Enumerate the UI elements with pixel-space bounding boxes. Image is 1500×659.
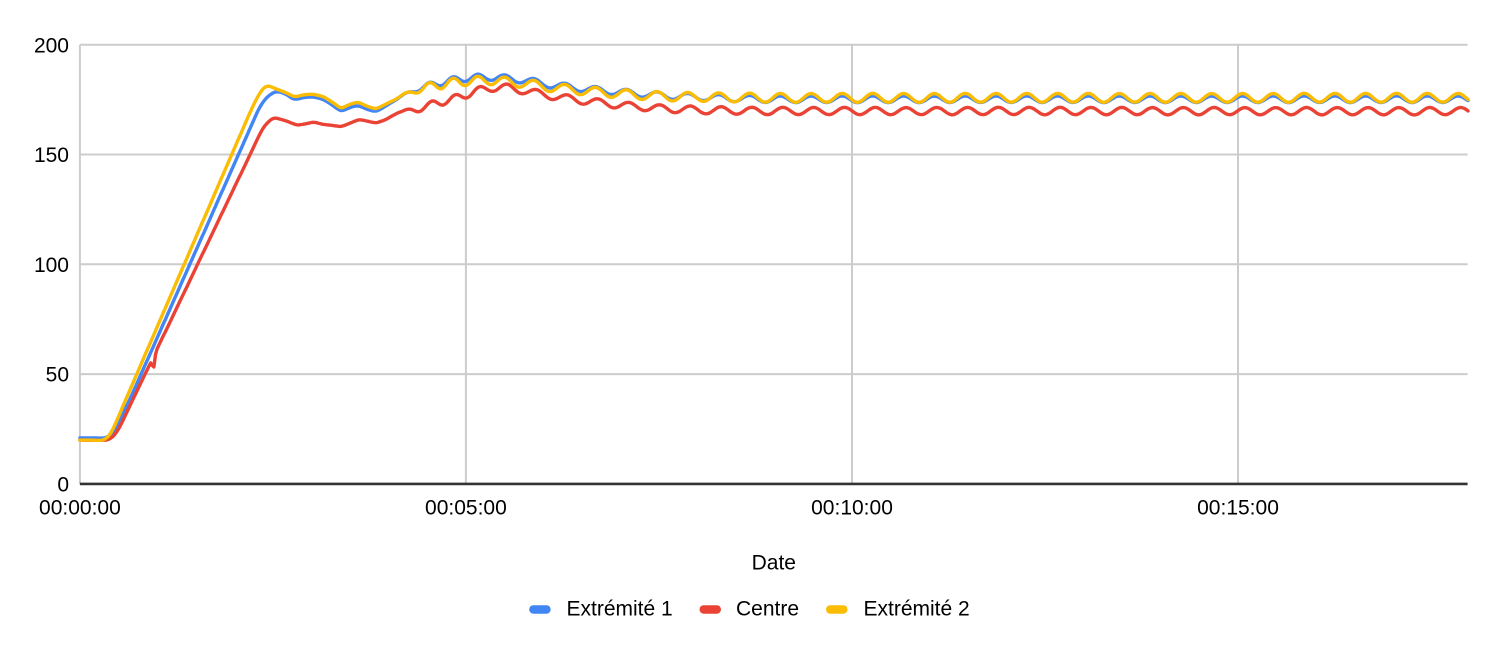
svg-text:00:05:00: 00:05:00 bbox=[425, 497, 507, 520]
svg-text:200: 200 bbox=[34, 34, 69, 57]
svg-text:150: 150 bbox=[34, 144, 69, 167]
svg-text:100: 100 bbox=[34, 254, 69, 277]
svg-text:00:10:00: 00:10:00 bbox=[811, 497, 893, 520]
svg-text:00:15:00: 00:15:00 bbox=[1197, 497, 1279, 520]
svg-text:Extrémité 1: Extrémité 1 bbox=[567, 597, 673, 620]
svg-text:Centre: Centre bbox=[736, 597, 799, 620]
svg-text:50: 50 bbox=[46, 364, 69, 387]
svg-text:00:00:00: 00:00:00 bbox=[39, 497, 121, 520]
svg-text:0: 0 bbox=[57, 474, 69, 497]
svg-text:Date: Date bbox=[752, 552, 796, 575]
svg-text:Extrémité 2: Extrémité 2 bbox=[864, 597, 970, 620]
